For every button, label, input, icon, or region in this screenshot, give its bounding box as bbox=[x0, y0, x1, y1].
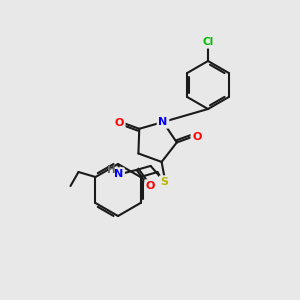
Text: N: N bbox=[114, 169, 123, 179]
Text: O: O bbox=[192, 132, 202, 142]
Text: O: O bbox=[146, 181, 155, 191]
Text: Cl: Cl bbox=[202, 37, 214, 47]
Text: S: S bbox=[160, 177, 169, 187]
Text: H: H bbox=[107, 165, 116, 175]
Text: N: N bbox=[158, 117, 168, 127]
Text: O: O bbox=[115, 118, 124, 128]
